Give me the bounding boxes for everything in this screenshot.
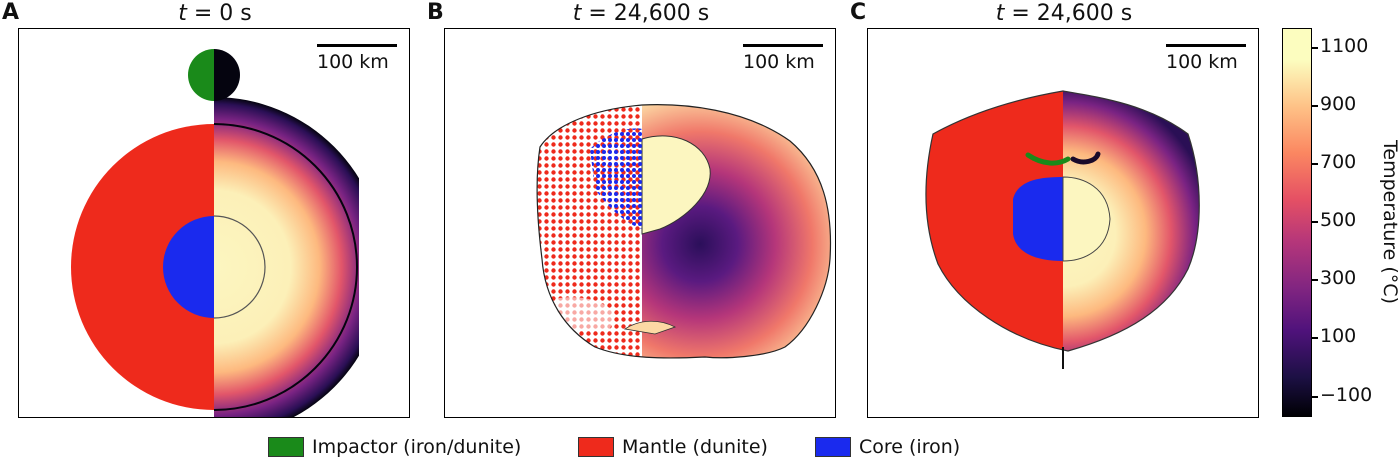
panel-letter-b: B [427,0,444,25]
panel-b-diagram [536,104,832,359]
colorbar-label: 900 [1320,93,1357,115]
core-region [163,216,214,318]
colorbar-tick [1312,279,1318,281]
colorbar-label: 700 [1320,151,1357,173]
colorbar-label: 300 [1320,267,1357,289]
core-contour [214,215,266,319]
legend-label: Core (iron) [859,436,961,458]
body-outline [925,90,1200,352]
temperature-colorbar [1282,28,1312,417]
panel-c-diagram [925,90,1200,369]
mantle-region [71,124,214,410]
time-variable: t [178,1,187,26]
colorbar-label: 100 [1320,325,1357,347]
legend-swatch [268,437,304,457]
temperature-half [214,97,384,417]
scale-label: 100 km [743,51,815,73]
colorbar-tick [1312,47,1318,49]
colorbar-tick [1312,221,1318,223]
colorbar-tick [1312,105,1318,107]
panel-b-frame: 100 km [444,28,836,418]
colorbar-tick [1312,337,1318,339]
legend-swatch [815,437,851,457]
time-variable: t [572,1,582,26]
panel-c-frame: 100 km [867,28,1259,418]
scale-bar [743,44,823,47]
body-outline [536,104,832,359]
colorbar-tick [1312,163,1318,165]
panel-title-c: t = 24,600 s [867,1,1261,26]
colorbar-label: 1100 [1320,35,1369,57]
impactor-remnant [1025,152,1071,166]
legend-core: Core (iron) [815,436,960,458]
panel-title-a: t = 0 s [18,1,412,26]
legend-label: Impactor (iron/dunite) [312,436,522,458]
legend-swatch [578,437,614,457]
legend-label: Mantle (dunite) [622,436,768,458]
colorbar-label: −100 [1320,384,1373,406]
panel-letter-a: A [2,0,20,25]
scale-label: 100 km [317,51,389,73]
time-value: = 24,600 s [1004,1,1133,26]
colorbar-label: 500 [1320,209,1357,231]
legend-mantle: Mantle (dunite) [578,436,768,458]
panel-a-frame: 100 km [18,28,410,418]
time-variable: t [995,1,1005,26]
impactor [188,49,214,101]
scale-bar [317,44,397,47]
panel-title-b: t = 24,600 s [444,1,838,26]
panel-a-diagram [71,49,409,417]
panel-letter-c: C [850,0,867,25]
colorbar-tick [1312,396,1318,398]
legend-impactor: Impactor (iron/dunite) [268,436,521,458]
time-value: = 24,600 s [581,1,710,26]
colorbar-title: Temperature (°C) [1379,140,1400,304]
scale-bar [1166,44,1246,47]
scale-label: 100 km [1166,51,1238,73]
time-value: = 0 s [186,1,252,26]
